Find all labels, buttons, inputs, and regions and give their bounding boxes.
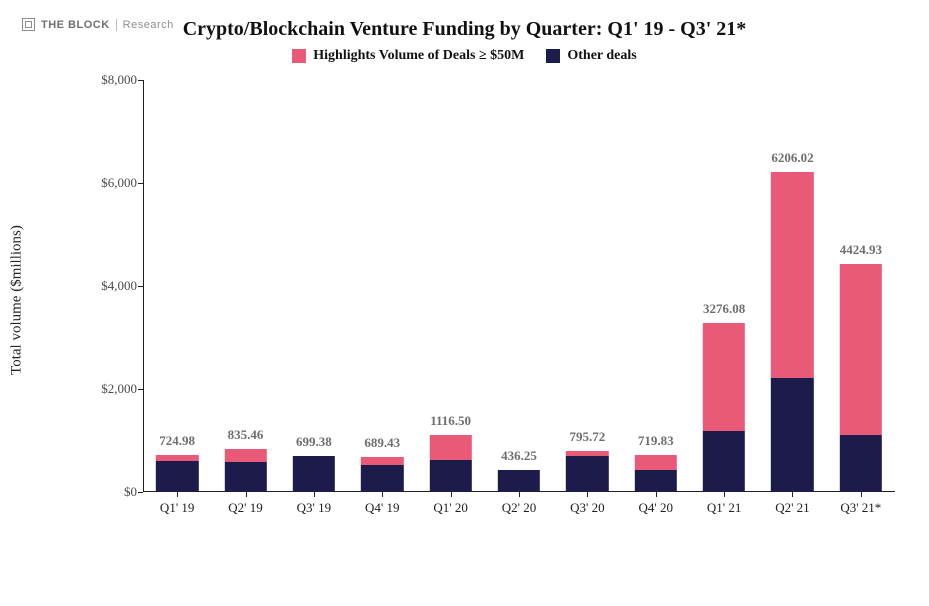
bar-group: 795.72Q3' 20 [566,80,608,492]
x-tick-mark [246,492,247,497]
x-tick-label: Q1' 21 [707,500,741,516]
bar-stack: 689.43 [361,457,403,493]
x-tick-label: Q1' 20 [433,500,467,516]
x-tick-mark [382,492,383,497]
bar-group: 699.38Q3' 19 [293,80,335,492]
bar-group: 4424.93Q3' 21* [840,80,882,492]
bar-segment-big [429,435,471,461]
bar-total-label: 1116.50 [430,413,471,429]
bar-segment-other [703,431,745,492]
bar-total-label: 689.43 [364,435,400,451]
bar-stack: 1116.50 [429,435,471,492]
x-tick-label: Q3' 21* [840,500,881,516]
chart-title: Crypto/Blockchain Venture Funding by Qua… [0,18,929,41]
bar-segment-big [771,172,813,377]
bar-stack: 835.46 [224,449,266,492]
bar-stack: 3276.08 [703,323,745,492]
legend-swatch-big [292,49,306,63]
bar-total-label: 719.83 [638,433,674,449]
bar-segment-big [156,455,198,461]
bar-segment-other [361,465,403,492]
x-tick-label: Q2' 20 [502,500,536,516]
bar-segment-other [771,378,813,492]
x-tick-mark [724,492,725,497]
x-tick-label: Q4' 20 [638,500,672,516]
y-tick-mark [138,183,143,184]
legend-swatch-other [546,49,560,63]
bar-stack: 436.25 [498,470,540,492]
plot-region: $0$2,000$4,000$6,000$8,000724.98Q1' 1983… [143,80,895,492]
y-tick-label: $4,000 [85,278,137,294]
bar-segment-other [293,456,335,492]
bar-segment-big [224,449,266,462]
y-tick-label: $8,000 [85,72,137,88]
bar-total-label: 835.46 [228,427,264,443]
chart-legend: Highlights Volume of Deals ≥ $50M Other … [0,48,929,64]
x-tick-mark [861,492,862,497]
legend-label-other: Other deals [567,48,636,64]
bar-group: 436.25Q2' 20 [498,80,540,492]
x-tick-mark [656,492,657,497]
bar-total-label: 724.98 [159,433,195,449]
bar-stack: 6206.02 [771,172,813,492]
bar-total-label: 6206.02 [771,150,813,166]
x-tick-mark [177,492,178,497]
bar-segment-big [635,455,677,470]
legend-item-big: Highlights Volume of Deals ≥ $50M [292,48,524,64]
chart-area: Total volume ($millions) $0$2,000$4,000$… [95,80,895,520]
legend-label-big: Highlights Volume of Deals ≥ $50M [313,48,524,64]
x-tick-mark [451,492,452,497]
bar-group: 835.46Q2' 19 [224,80,266,492]
bar-stack: 795.72 [566,451,608,492]
bar-total-label: 3276.08 [703,301,745,317]
y-tick-label: $0 [85,484,137,500]
bar-segment-other [840,435,882,492]
bar-segment-other [429,460,471,492]
x-tick-label: Q1' 19 [160,500,194,516]
y-tick-mark [138,492,143,493]
bar-segment-big [566,451,608,456]
x-tick-label: Q3' 20 [570,500,604,516]
bar-group: 3276.08Q1' 21 [703,80,745,492]
bar-stack: 719.83 [635,455,677,492]
y-tick-label: $2,000 [85,381,137,397]
bar-stack: 699.38 [293,456,335,492]
bar-segment-big [361,457,403,465]
y-tick-mark [138,286,143,287]
bar-segment-other [156,461,198,492]
y-tick-mark [138,389,143,390]
bar-total-label: 795.72 [569,429,605,445]
bar-segment-other [635,470,677,492]
bar-group: 724.98Q1' 19 [156,80,198,492]
legend-item-other: Other deals [546,48,636,64]
y-tick-label: $6,000 [85,175,137,191]
bar-segment-big [840,264,882,435]
x-tick-mark [519,492,520,497]
x-tick-mark [314,492,315,497]
bar-group: 719.83Q4' 20 [635,80,677,492]
bar-total-label: 4424.93 [840,242,882,258]
x-tick-label: Q4' 19 [365,500,399,516]
y-axis-line [143,80,144,492]
bar-group: 689.43Q4' 19 [361,80,403,492]
x-tick-label: Q3' 19 [297,500,331,516]
bar-total-label: 436.25 [501,448,537,464]
bar-stack: 724.98 [156,455,198,492]
y-tick-mark [138,80,143,81]
bar-stack: 4424.93 [840,264,882,492]
bar-total-label: 699.38 [296,434,332,450]
x-tick-mark [587,492,588,497]
x-tick-label: Q2' 21 [775,500,809,516]
bar-segment-other [566,456,608,492]
x-tick-mark [792,492,793,497]
x-tick-label: Q2' 19 [228,500,262,516]
bar-segment-other [224,462,266,492]
bar-segment-big [703,323,745,431]
y-axis-label: Total volume ($millions) [9,225,26,375]
bar-group: 1116.50Q1' 20 [429,80,471,492]
bar-group: 6206.02Q2' 21 [771,80,813,492]
bar-segment-other [498,470,540,492]
